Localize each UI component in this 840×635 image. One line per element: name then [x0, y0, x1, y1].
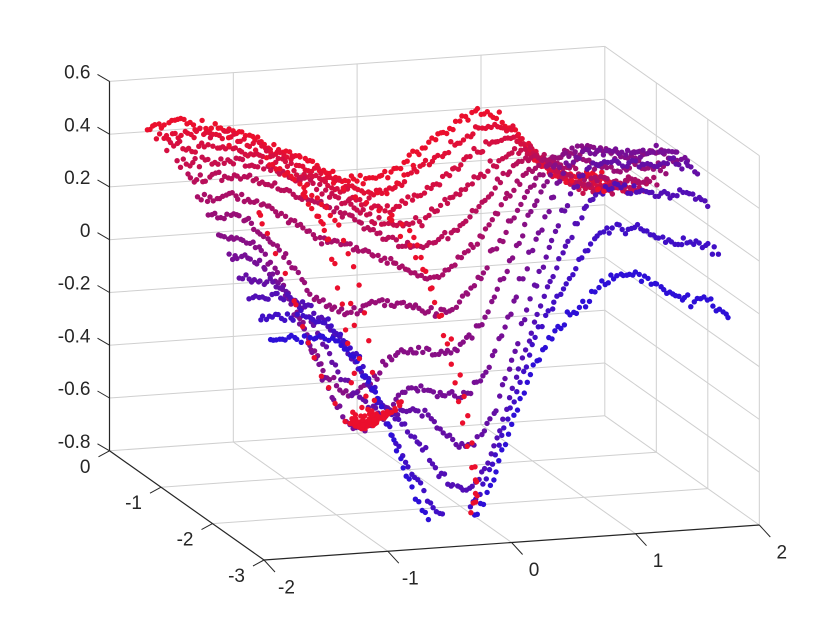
svg-text:0: 0 — [80, 221, 91, 242]
svg-text:-0.4: -0.4 — [58, 326, 91, 347]
svg-text:-0.6: -0.6 — [58, 379, 91, 400]
svg-text:-0.2: -0.2 — [58, 274, 91, 295]
svg-text:-3: -3 — [228, 566, 245, 587]
svg-text:-1: -1 — [125, 493, 142, 514]
svg-text:-0.8: -0.8 — [58, 432, 91, 453]
svg-text:-2: -2 — [278, 578, 295, 599]
svg-text:-2: -2 — [177, 530, 194, 551]
svg-text:1: 1 — [653, 551, 664, 572]
svg-text:0.4: 0.4 — [64, 115, 91, 136]
svg-text:0: 0 — [80, 457, 91, 478]
svg-text:-1: -1 — [402, 569, 419, 590]
svg-text:0: 0 — [529, 560, 540, 581]
svg-text:0.2: 0.2 — [64, 168, 90, 189]
svg-text:2: 2 — [777, 543, 788, 564]
svg-text:0.6: 0.6 — [64, 63, 90, 84]
